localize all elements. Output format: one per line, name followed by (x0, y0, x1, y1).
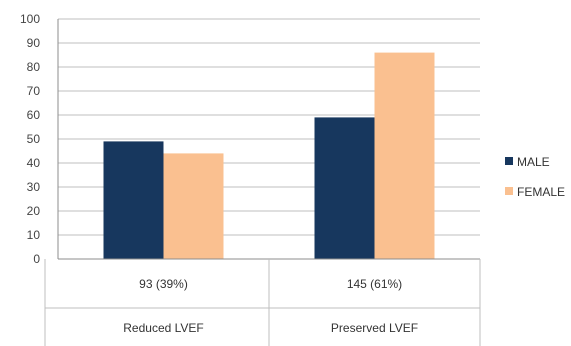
y-tick-label: 40 (27, 156, 41, 170)
category-count-label: 145 (61%) (347, 277, 402, 291)
legend-swatch-male (505, 157, 513, 165)
legend-swatch-female (505, 187, 513, 195)
y-tick-label: 50 (27, 132, 41, 146)
category-table: 93 (39%) Reduced LVEF 145 (61%) Preserved L… (44, 259, 481, 346)
bar-male-reduced-lvef (103, 141, 164, 259)
legend-label-female: FEMALE (517, 185, 565, 199)
y-tick-label: 10 (27, 228, 41, 242)
y-tick-label: 60 (27, 108, 41, 122)
bar-female-preserved-lvef (374, 52, 435, 259)
category-label: Preserved LVEF (331, 321, 418, 335)
category-count-label: 93 (39%) (139, 277, 188, 291)
legend-label-male: MALE (517, 155, 550, 169)
y-tick-labels: 0 10 20 30 40 50 60 70 80 90 100 (20, 12, 40, 266)
y-tick-label: 80 (27, 60, 41, 74)
bar-female-reduced-lvef (163, 153, 224, 259)
legend: MALE FEMALE (505, 155, 565, 199)
y-tick-label: 70 (27, 84, 41, 98)
bars (103, 52, 435, 260)
y-tick-label: 20 (27, 204, 41, 218)
category-label: Reduced LVEF (123, 321, 204, 335)
bar-male-preserved-lvef (314, 117, 375, 260)
y-tick-label: 100 (20, 12, 40, 26)
y-tick-label: 0 (33, 252, 40, 266)
y-tick-label: 90 (27, 36, 41, 50)
y-tick-label: 30 (27, 180, 41, 194)
